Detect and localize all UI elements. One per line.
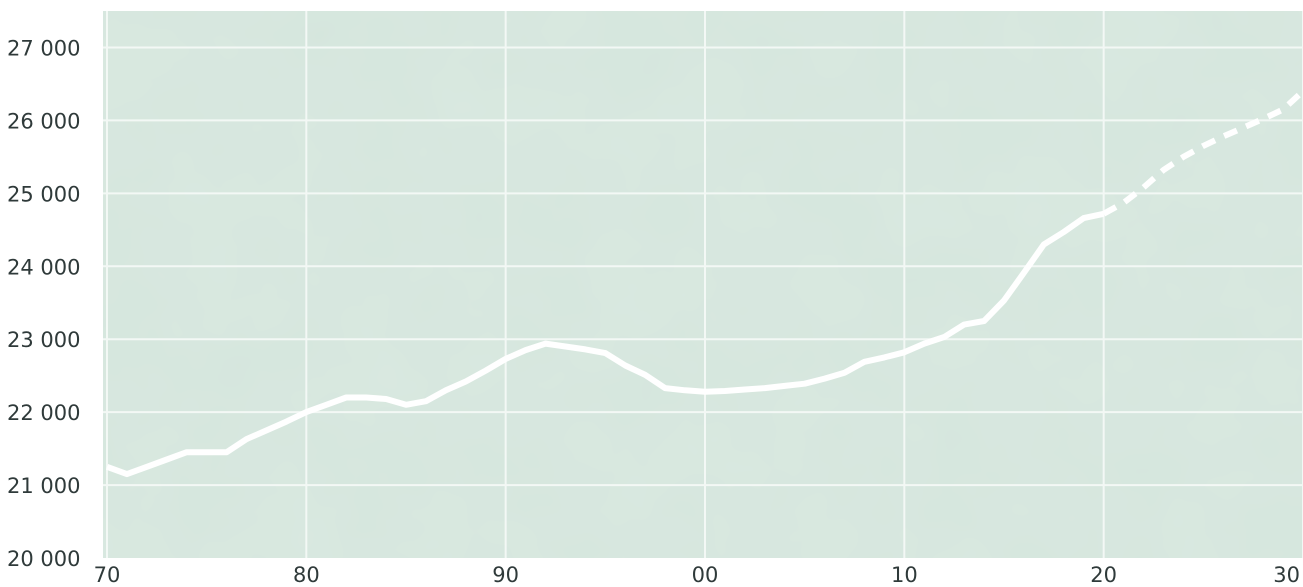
data-point — [1243, 127, 1244, 128]
y-tick-label: 22 000 — [7, 401, 80, 425]
x-tick-label: 00 — [692, 563, 719, 587]
data-point — [166, 459, 167, 460]
data-point — [764, 388, 765, 389]
data-point — [824, 378, 825, 379]
data-point — [1103, 213, 1104, 214]
x-tick-label: 70 — [94, 563, 121, 587]
data-point — [1183, 156, 1184, 157]
data-point — [1043, 244, 1044, 245]
data-point — [585, 349, 586, 350]
data-point — [704, 391, 705, 392]
data-point — [1223, 136, 1224, 137]
data-point — [246, 439, 247, 440]
x-axis: 70 80 90 00 10 20 30 — [94, 563, 1300, 587]
y-axis: 20 000 21 000 22 000 23 000 24 000 25 000 26 0… — [7, 36, 80, 571]
y-tick-label: 25 000 — [7, 182, 80, 206]
data-point — [465, 381, 466, 382]
data-point — [286, 421, 287, 422]
data-point — [266, 430, 267, 431]
data-point — [625, 365, 626, 366]
data-point — [386, 399, 387, 400]
data-point — [665, 388, 666, 389]
y-tick-label: 21 000 — [7, 474, 80, 498]
data-point — [884, 357, 885, 358]
data-point — [1203, 145, 1204, 146]
data-point — [206, 452, 207, 453]
data-point — [984, 320, 985, 321]
data-point — [1283, 109, 1284, 110]
x-tick-label: 20 — [1090, 563, 1117, 587]
data-point — [326, 404, 327, 405]
data-point — [784, 385, 785, 386]
data-point — [645, 374, 646, 375]
data-point — [804, 383, 805, 384]
data-point — [1163, 169, 1164, 170]
data-point — [1063, 231, 1064, 232]
data-point — [944, 337, 945, 338]
y-tick-label: 20 000 — [7, 547, 80, 571]
projection-line — [1102, 88, 1303, 217]
data-point — [366, 397, 367, 398]
data-point — [744, 389, 745, 390]
data-point — [485, 370, 486, 371]
data-point — [1263, 118, 1264, 119]
x-tick-label: 10 — [891, 563, 918, 587]
y-tick-label: 26 000 — [7, 109, 80, 133]
x-tick-label: 30 — [1273, 563, 1300, 587]
data-point — [146, 466, 147, 467]
plot-texture — [103, 11, 1303, 558]
data-point — [445, 390, 446, 391]
data-point — [904, 352, 905, 353]
data-point — [545, 343, 546, 344]
data-point — [844, 372, 845, 373]
x-tick-label: 80 — [293, 563, 320, 587]
data-point — [724, 390, 725, 391]
series-layer — [105, 88, 1303, 478]
data-point — [565, 346, 566, 347]
data-point — [1083, 218, 1084, 219]
y-tick-label: 27 000 — [7, 36, 80, 60]
plot-area — [103, 11, 1303, 558]
data-point — [306, 412, 307, 413]
data-point — [964, 324, 965, 325]
data-point — [126, 474, 127, 475]
data-point — [864, 361, 865, 362]
y-tick-label: 24 000 — [7, 255, 80, 279]
data-point — [1143, 187, 1144, 188]
data-point — [505, 358, 506, 359]
data-point — [186, 452, 187, 453]
data-point — [1023, 272, 1024, 273]
data-point — [425, 401, 426, 402]
data-point — [1003, 300, 1004, 301]
data-point — [226, 452, 227, 453]
data-point — [346, 397, 347, 398]
data-point — [685, 390, 686, 391]
data-point — [924, 343, 925, 344]
x-tick-label: 90 — [492, 563, 519, 587]
data-point — [605, 353, 606, 354]
data-point — [405, 404, 406, 405]
data-point — [1123, 202, 1124, 203]
x-gridlines — [105, 11, 1303, 558]
data-point — [525, 350, 526, 351]
data-point — [106, 466, 107, 467]
y-tick-label: 23 000 — [7, 328, 80, 352]
series-line — [105, 210, 1105, 478]
